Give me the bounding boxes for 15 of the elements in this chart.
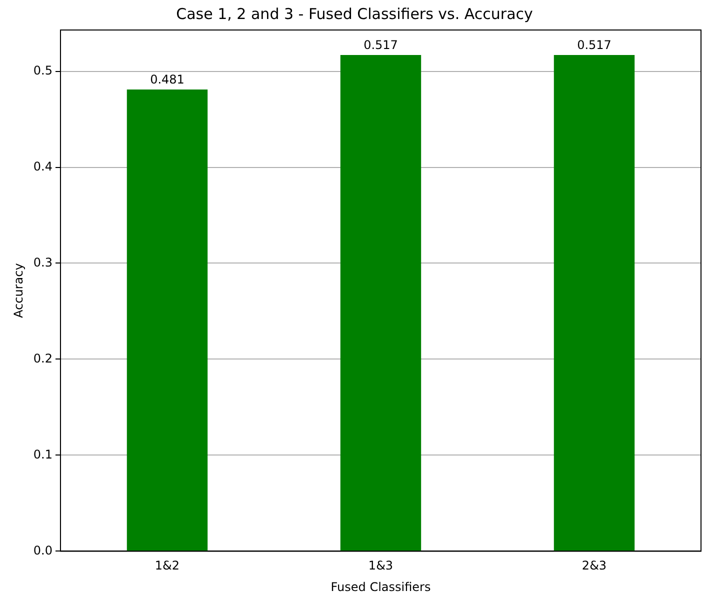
y-tick-label: 0.5: [33, 63, 52, 78]
x-tick-label: 1&2: [154, 558, 180, 573]
x-tick-label: 2&3: [582, 558, 607, 573]
y-tick-label: 0.1: [33, 447, 52, 462]
y-tick-label: 0.3: [33, 255, 52, 270]
x-tick-label: 1&3: [368, 558, 394, 573]
data-label: 0.481: [150, 72, 184, 87]
data-label: 0.517: [577, 38, 612, 52]
data-label: 0.517: [364, 38, 398, 52]
y-axis-title: Accuracy: [11, 263, 26, 318]
x-axis-title: Fused Classifiers: [330, 580, 431, 594]
chart-title: Case 1, 2 and 3 - Fused Classifiers vs. Accuracy: [176, 4, 534, 23]
y-tick-label: 0.4: [33, 159, 52, 174]
y-tick-label: 0.0: [33, 543, 52, 558]
y-tick-label: 0.2: [33, 351, 52, 366]
